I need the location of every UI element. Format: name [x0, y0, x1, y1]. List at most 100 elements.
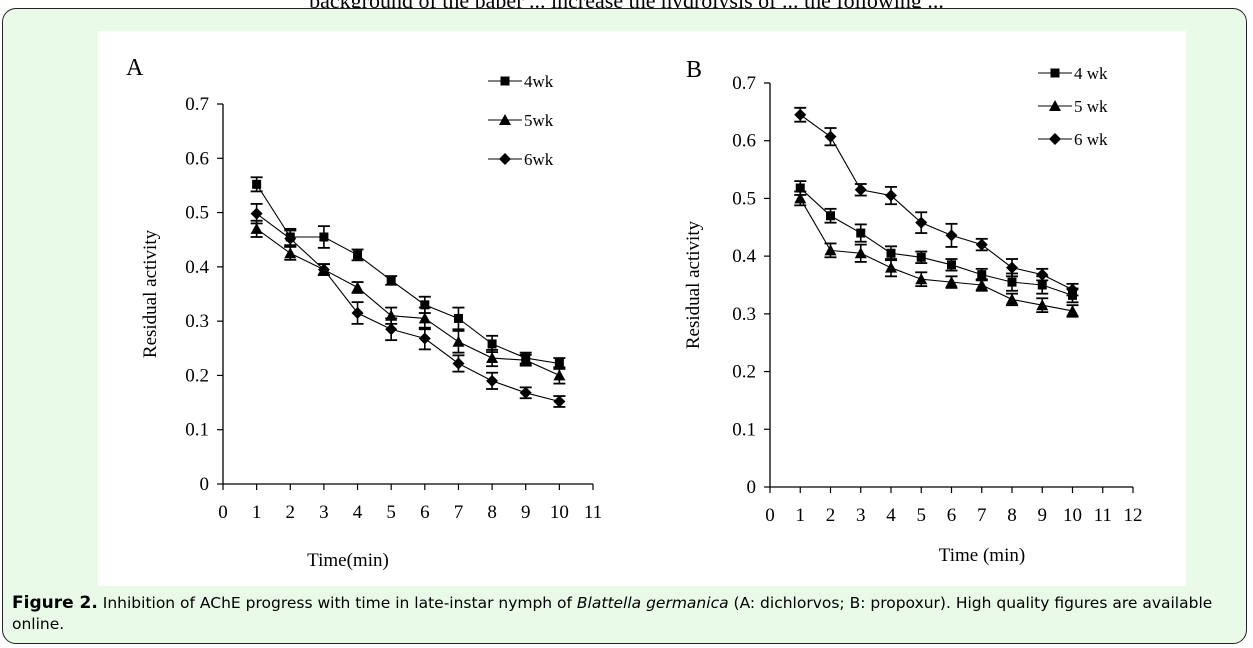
- series-diamond: [794, 106, 1079, 297]
- data-point: [794, 192, 807, 204]
- series-line: [256, 184, 560, 365]
- data-point: [487, 339, 497, 349]
- x-tick-label: 4: [886, 505, 896, 526]
- y-tick-label: 0.1: [732, 419, 756, 440]
- legend-label: 5 wk: [1074, 97, 1108, 116]
- legend-marker: [1050, 68, 1060, 78]
- x-tick-label: 4: [353, 502, 363, 523]
- series-triangle: [794, 190, 1079, 318]
- data-point: [794, 108, 807, 121]
- legend-marker: [499, 114, 511, 125]
- data-point: [854, 247, 867, 259]
- x-tick-label: 6: [420, 502, 430, 523]
- y-tick-label: 0.5: [185, 203, 209, 224]
- data-point: [317, 263, 330, 276]
- x-tick-label: 1: [252, 502, 261, 523]
- legend-marker: [499, 153, 511, 165]
- data-point: [420, 300, 430, 310]
- data-point: [351, 281, 364, 293]
- figure-caption: Figure 2. Inhibition of AChE progress wi…: [12, 593, 1242, 635]
- data-point: [945, 276, 958, 288]
- figure-svg: A00.10.20.30.40.50.60.70 1 2 3 4 5 6 7 8 9 10 11Tim…: [126, 55, 1143, 571]
- x-tick-label: 0: [218, 502, 228, 523]
- data-point: [915, 216, 928, 229]
- chart-panel-a: A 0 0.1 0.2 0.3 0.4 0.5 0.6 0.7 0 1 2 3 4 5 6 7 8 9 10 11 Tim…: [126, 55, 602, 571]
- data-point: [319, 232, 329, 242]
- y-tick-label: 0: [200, 474, 210, 495]
- y-tick-label: 0: [747, 477, 757, 498]
- x-tick-label: 9: [1038, 505, 1048, 526]
- x-tick-label: 10: [1063, 505, 1082, 526]
- legend-label: 4 wk: [1074, 64, 1108, 83]
- x-tick-label: 8: [1007, 505, 1017, 526]
- legend-label: 6wk: [524, 150, 554, 169]
- data-point: [915, 273, 928, 285]
- y-tick-label: 0.3: [732, 304, 756, 325]
- data-point: [453, 313, 463, 323]
- data-point: [284, 232, 297, 245]
- caption-text-after: (A: dichlorvos; B: propoxur). High quali…: [12, 594, 1213, 633]
- data-point: [885, 261, 897, 273]
- x-tick-label: 3: [319, 502, 329, 523]
- data-point: [1006, 261, 1018, 274]
- series-line: [799, 198, 1073, 312]
- data-point: [1036, 299, 1049, 311]
- series-diamond: [250, 202, 566, 408]
- data-point: [519, 386, 532, 399]
- x-tick-label: 11: [1094, 505, 1112, 526]
- panel-label: B: [686, 57, 702, 83]
- x-tick-label: 0: [765, 505, 775, 526]
- data-point: [856, 228, 866, 238]
- x-axis-label: Time (min): [939, 545, 1025, 566]
- data-point: [353, 250, 363, 260]
- data-point: [250, 207, 263, 220]
- data-point: [1037, 280, 1047, 290]
- data-point: [916, 252, 926, 262]
- legend-marker: [1049, 100, 1061, 111]
- y-tick-label: 0.6: [185, 148, 209, 169]
- data-point: [947, 260, 956, 270]
- series-line: [256, 213, 560, 403]
- series-line: [799, 114, 1073, 291]
- figure-area: A 0 0.1 0.2 0.3 0.4 0.5 0.6 0.7 0 1 2 3 4 5 6 7 8 9 10 11 Tim…: [98, 31, 1186, 586]
- x-tick-label: 9: [521, 502, 531, 523]
- y-tick-label: 0.2: [185, 365, 209, 386]
- data-point: [452, 357, 465, 370]
- data-point: [1066, 283, 1079, 296]
- data-point: [418, 332, 431, 345]
- data-point: [385, 323, 398, 336]
- y-axis-label: Residual activity: [683, 220, 704, 349]
- data-point: [1006, 293, 1018, 305]
- data-point: [284, 247, 297, 259]
- data-point: [553, 369, 566, 381]
- data-point: [824, 130, 837, 143]
- data-point: [1007, 277, 1017, 287]
- series-square: [250, 176, 566, 370]
- chart-panel-b: B00.10.20.30.40.50.60.70 1 2 3 4 5 6 7 8 9 10 11 12T…: [683, 57, 1143, 566]
- y-tick-label: 0.7: [732, 73, 756, 94]
- data-point: [250, 222, 263, 234]
- data-point: [519, 354, 532, 366]
- data-point: [885, 189, 897, 202]
- legend-marker: [1049, 133, 1061, 145]
- caption-species: Blattella germanica: [576, 594, 729, 612]
- y-tick-label: 0.5: [732, 188, 756, 209]
- x-tick-label: 2: [826, 505, 836, 526]
- data-point: [452, 335, 465, 347]
- x-tick-label: 5: [386, 502, 396, 523]
- data-point: [826, 211, 835, 221]
- panel-label: A: [126, 55, 144, 81]
- data-point: [351, 307, 364, 319]
- y-tick-label: 0.3: [185, 311, 209, 332]
- data-point: [975, 238, 988, 251]
- series-square: [794, 180, 1079, 304]
- legend-label: 5wk: [524, 111, 554, 130]
- x-tick-label: 7: [454, 502, 464, 523]
- y-tick-label: 0.6: [732, 131, 756, 152]
- x-axis-label: Time(min): [307, 550, 389, 571]
- y-tick-label: 0.1: [185, 420, 209, 441]
- data-point: [486, 374, 499, 387]
- legend-marker: [500, 76, 510, 86]
- x-tick-label: 1: [796, 505, 806, 526]
- figure-box: A 0 0.1 0.2 0.3 0.4 0.5 0.6 0.7 0 1 2 3 4 5 6 7 8 9 10 11 Tim…: [2, 8, 1247, 644]
